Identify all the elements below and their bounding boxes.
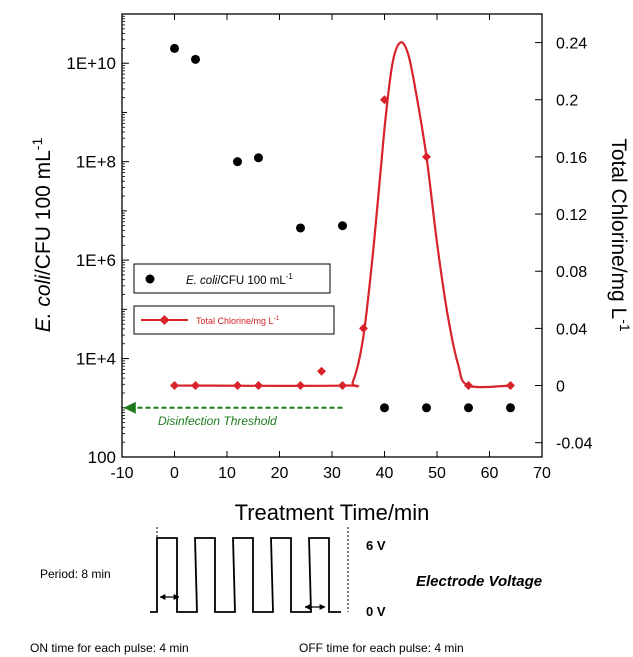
left-y-axis-title: E. coli/CFU 100 mL-1 xyxy=(29,138,55,333)
period-label: Period: 8 min xyxy=(40,567,111,581)
legend-item-chlorine: Total Chlorine/mg L-1 xyxy=(133,305,335,335)
left-y-axis-title-italic: E. coli xyxy=(32,274,55,333)
right-y-tick-label: 0.12 xyxy=(556,207,587,224)
right-y-tick-label: 0.16 xyxy=(556,150,587,167)
right-y-tick-label: 0.08 xyxy=(556,264,587,281)
x-tick-label: -10 xyxy=(110,465,133,482)
chlorine-series xyxy=(170,95,515,391)
chlorine-point xyxy=(338,381,347,391)
legend: E. coli/CFU 100 mL-1 Total Chlorine/mg L… xyxy=(133,263,335,335)
x-tick-label: 60 xyxy=(481,465,499,482)
ecoli-point xyxy=(233,157,242,167)
left-y-tick-label: 1E+10 xyxy=(66,54,116,73)
chlorine-point xyxy=(506,381,515,391)
ecoli-point xyxy=(296,223,305,233)
x-axis-title: Treatment Time/min xyxy=(235,500,430,525)
legend-chlorine-main: Total Chlorine/mg L xyxy=(196,316,274,326)
chlorine-point xyxy=(170,381,179,391)
ecoli-point xyxy=(338,221,347,231)
chlorine-point xyxy=(380,95,389,105)
left-y-tick-label: 1E+4 xyxy=(76,350,116,369)
x-tick-label: 50 xyxy=(428,465,446,482)
chlorine-point xyxy=(464,381,473,391)
right-y-axis-ticks: -0.04 0 0.04 0.08 0.12 0.16 0.2 0.24 xyxy=(535,36,593,453)
ecoli-point xyxy=(380,403,389,413)
chlorine-point xyxy=(296,381,305,391)
right-y-tick-label: 0.2 xyxy=(556,93,578,110)
on-time-label: ON time for each pulse: 4 min xyxy=(30,641,189,655)
ecoli-point xyxy=(464,403,473,413)
right-y-tick-label: 0.04 xyxy=(556,321,587,338)
left-y-tick-label: 100 xyxy=(88,448,116,467)
x-tick-label: 10 xyxy=(218,465,236,482)
voltage-waveform xyxy=(150,537,341,613)
legend-ecoli-sup: -1 xyxy=(286,272,294,281)
chlorine-point xyxy=(422,152,431,162)
legend-ecoli-italic: E. coli xyxy=(186,275,218,287)
x-tick-label: 30 xyxy=(323,465,341,482)
x-tick-label: 20 xyxy=(271,465,289,482)
low-voltage-label: 0 V xyxy=(366,604,386,619)
right-y-tick-label: -0.04 xyxy=(556,436,593,453)
legend-box-ecoli xyxy=(133,263,331,294)
left-y-axis-title-sup: -1 xyxy=(29,138,45,151)
ecoli-point xyxy=(506,403,515,413)
left-y-tick-label: 1E+8 xyxy=(76,153,116,172)
legend-marker-chlorine xyxy=(159,315,170,325)
legend-label-chlorine: Total Chlorine/mg L-1 xyxy=(196,315,280,326)
right-y-axis-title-main: Total Chlorine/mg L xyxy=(607,138,630,319)
chlorine-point xyxy=(317,366,326,376)
chlorine-point xyxy=(191,381,200,391)
left-y-axis-ticks: 100 1E+4 1E+6 1E+8 1E+10 xyxy=(66,15,129,467)
threshold-label: Disinfection Threshold xyxy=(158,414,277,428)
right-y-tick-label: 0.24 xyxy=(556,36,587,53)
ecoli-point xyxy=(191,54,200,64)
right-y-axis-title-sup: -1 xyxy=(617,319,633,332)
chlorine-point xyxy=(233,381,242,391)
voltage-panel-title: Electrode Voltage xyxy=(416,573,542,590)
right-y-axis-title: Total Chlorine/mg L-1 xyxy=(607,138,633,332)
legend-ecoli-rest: /CFU 100 mL xyxy=(217,275,286,287)
plot-frame xyxy=(121,13,543,458)
legend-label-ecoli: E. coli/CFU 100 mL-1 xyxy=(186,272,293,287)
legend-chlorine-sup: -1 xyxy=(274,315,280,322)
chlorine-point xyxy=(359,323,368,333)
chlorine-fit-curve xyxy=(174,41,511,389)
off-time-label: OFF time for each pulse: 4 min xyxy=(299,641,464,655)
chlorine-point xyxy=(254,381,263,391)
x-tick-label: 0 xyxy=(170,465,179,482)
left-y-axis-title-rest: /CFU 100 mL xyxy=(32,150,55,275)
legend-item-ecoli: E. coli/CFU 100 mL-1 xyxy=(133,263,331,294)
ecoli-point xyxy=(422,403,431,413)
legend-marker-ecoli xyxy=(145,274,155,284)
x-tick-label: 70 xyxy=(533,465,551,482)
left-y-tick-label: 1E+6 xyxy=(76,251,116,270)
x-tick-label: 40 xyxy=(376,465,394,482)
voltage-panel: 6 V 0 V Electrode Voltage Period: 8 min … xyxy=(30,527,542,655)
high-voltage-label: 6 V xyxy=(366,538,386,553)
right-y-tick-label: 0 xyxy=(556,379,565,396)
ecoli-point xyxy=(170,43,179,53)
ecoli-point xyxy=(254,153,263,163)
ecoli-series xyxy=(170,43,515,413)
x-axis-ticks: -10 0 10 20 30 40 50 60 70 xyxy=(110,14,551,482)
